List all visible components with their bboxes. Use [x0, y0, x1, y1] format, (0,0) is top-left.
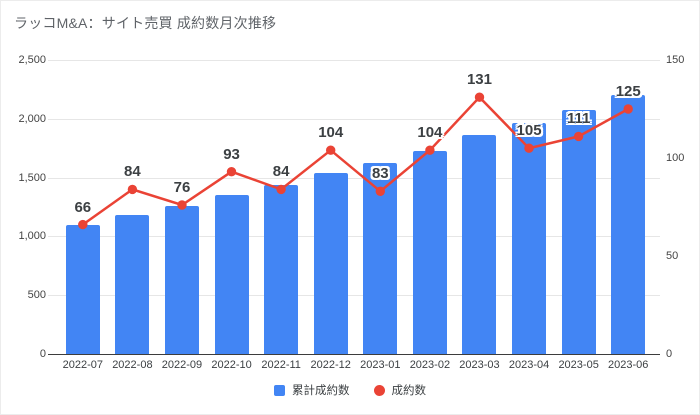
x-axis-label: 2022-11 — [261, 359, 301, 371]
bar-2023-03 — [462, 135, 497, 354]
legend-label: 累計成約数 — [292, 385, 350, 397]
x-axis-label: 2023-01 — [360, 359, 401, 371]
right-axis-tick: 100 — [666, 152, 685, 164]
bar-2022-09 — [164, 205, 199, 354]
x-axis-line — [48, 354, 660, 355]
data-label: 66 — [74, 198, 92, 216]
data-label: 105 — [516, 122, 542, 140]
line-point — [326, 145, 336, 155]
data-label: 131 — [466, 71, 492, 89]
bar-2022-07 — [65, 224, 100, 354]
data-label: 84 — [272, 163, 290, 181]
data-label: 104 — [318, 124, 344, 142]
bar-2022-10 — [214, 194, 249, 354]
gridline — [48, 60, 660, 61]
legend: 累計成約数 成約数 — [1, 382, 699, 398]
line-point — [474, 92, 485, 102]
data-label: 111 — [566, 110, 591, 128]
left-axis-tick: 2,000 — [18, 112, 46, 125]
bar-2022-11 — [264, 185, 299, 354]
right-axis-tick: 50 — [666, 250, 679, 262]
legend-circle-swatch — [373, 384, 385, 396]
x-axis-label: 2022-07 — [62, 359, 103, 371]
x-axis-label: 2023-05 — [558, 359, 599, 371]
left-axis-tick: 1,500 — [18, 171, 46, 184]
bar-2023-01 — [363, 163, 398, 354]
legend-square-swatch — [274, 384, 285, 396]
bar-2023-05 — [561, 109, 596, 354]
data-label: 84 — [124, 163, 141, 181]
data-label: 104 — [417, 124, 443, 142]
right-axis-tick: 0 — [666, 348, 673, 360]
bar-2023-04 — [512, 123, 547, 354]
right-axis-tick: 150 — [666, 54, 685, 66]
gridline — [48, 236, 660, 238]
bar-2022-12 — [313, 172, 348, 354]
data-label: 83 — [371, 165, 389, 183]
line-point — [127, 184, 138, 195]
legend-label: 成約数 — [391, 385, 427, 397]
data-label: 76 — [173, 179, 191, 197]
x-axis-label: 2022-08 — [112, 359, 153, 371]
left-axis-tick: 500 — [27, 289, 46, 302]
chart-title: ラッコM&A：サイト売買 成約数月次推移 — [14, 15, 277, 31]
line-point — [226, 167, 237, 177]
data-label: 93 — [223, 145, 240, 163]
bar-2023-06 — [611, 95, 646, 354]
x-axis-label: 2022-09 — [161, 359, 203, 371]
legend-item-line: 成約数 — [373, 382, 427, 398]
x-axis-label: 2022-12 — [310, 359, 351, 371]
data-label: 125 — [615, 83, 641, 100]
x-axis-label: 2023-06 — [608, 359, 649, 371]
legend-item-bars: 累計成約数 — [274, 382, 350, 398]
left-axis-tick: 1,000 — [18, 230, 46, 243]
bar-2023-02 — [412, 150, 447, 354]
x-axis-label: 2023-03 — [459, 359, 500, 371]
x-axis-label: 2023-04 — [508, 359, 550, 371]
gridline — [48, 295, 660, 297]
bar-2022-08 — [115, 214, 150, 354]
left-axis-tick: 0 — [39, 348, 46, 360]
x-axis-label: 2022-10 — [211, 359, 252, 371]
x-axis-label: 2023-02 — [409, 359, 451, 371]
line-path — [82, 95, 629, 226]
left-axis-tick: 2,500 — [18, 54, 46, 66]
